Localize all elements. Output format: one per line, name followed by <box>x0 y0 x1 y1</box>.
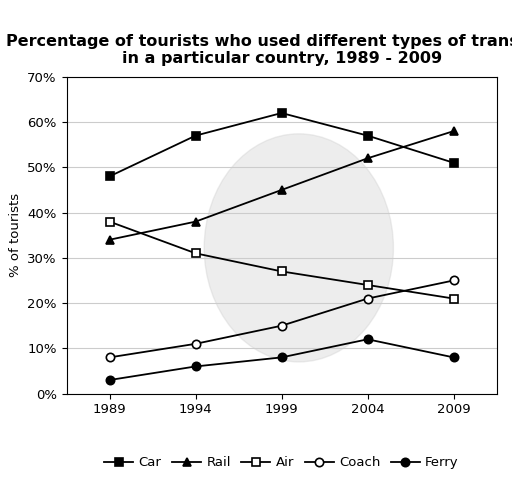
Coach <box>451 277 457 283</box>
Ellipse shape <box>204 134 393 362</box>
Line: Car: Car <box>105 109 458 180</box>
Ferry <box>279 355 285 360</box>
Rail <box>106 237 113 242</box>
Ferry <box>193 363 199 369</box>
Car <box>193 133 199 139</box>
Title: Percentage of tourists who used different types of transport
in a particular cou: Percentage of tourists who used differen… <box>6 34 512 66</box>
Car <box>106 173 113 179</box>
Air <box>106 219 113 225</box>
Line: Ferry: Ferry <box>105 335 458 384</box>
Coach <box>106 355 113 360</box>
Ferry <box>451 355 457 360</box>
Ferry <box>106 377 113 383</box>
Air <box>451 296 457 301</box>
Car <box>365 133 371 139</box>
Rail <box>279 187 285 193</box>
Air <box>279 268 285 274</box>
Air <box>193 251 199 256</box>
Y-axis label: % of tourists: % of tourists <box>9 193 22 277</box>
Line: Rail: Rail <box>105 127 458 244</box>
Rail <box>451 128 457 134</box>
Line: Air: Air <box>105 217 458 303</box>
Ferry <box>365 336 371 342</box>
Line: Coach: Coach <box>105 276 458 361</box>
Rail <box>193 219 199 225</box>
Air <box>365 282 371 288</box>
Coach <box>279 323 285 329</box>
Legend: Car, Rail, Air, Coach, Ferry: Car, Rail, Air, Coach, Ferry <box>99 451 464 474</box>
Coach <box>365 296 371 301</box>
Car <box>451 160 457 166</box>
Coach <box>193 341 199 347</box>
Rail <box>365 156 371 161</box>
Car <box>279 110 285 116</box>
